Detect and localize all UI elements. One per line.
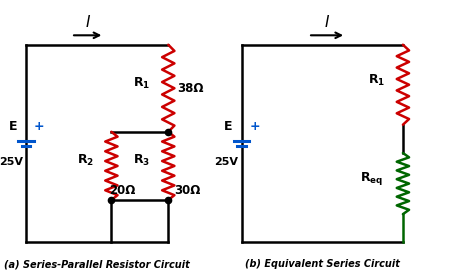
Text: $\mathbf{R_1}$: $\mathbf{R_1}$ <box>368 72 385 88</box>
Text: $\mathbf{R_3}$: $\mathbf{R_3}$ <box>133 153 150 168</box>
Text: 20Ω: 20Ω <box>109 184 136 197</box>
Text: 25V: 25V <box>0 157 23 167</box>
Text: (b) Equivalent Series Circuit: (b) Equivalent Series Circuit <box>245 259 400 269</box>
Text: $\mathbf{R_2}$: $\mathbf{R_2}$ <box>77 153 94 168</box>
Text: $\it{I}$: $\it{I}$ <box>85 14 91 30</box>
Text: $\mathbf{R_1}$: $\mathbf{R_1}$ <box>133 76 150 91</box>
Text: +: + <box>250 120 260 133</box>
Text: +: + <box>34 120 45 133</box>
Text: E: E <box>9 120 17 133</box>
Text: $\it{I}$: $\it{I}$ <box>324 14 330 30</box>
Text: 38Ω: 38Ω <box>177 82 203 95</box>
Text: 25V: 25V <box>215 157 238 167</box>
Text: E: E <box>224 120 233 133</box>
Text: $\mathbf{R_{eq}}$: $\mathbf{R_{eq}}$ <box>360 170 383 187</box>
Text: (a) Series-Parallel Resistor Circuit: (a) Series-Parallel Resistor Circuit <box>4 259 190 269</box>
Text: 30Ω: 30Ω <box>174 184 201 197</box>
